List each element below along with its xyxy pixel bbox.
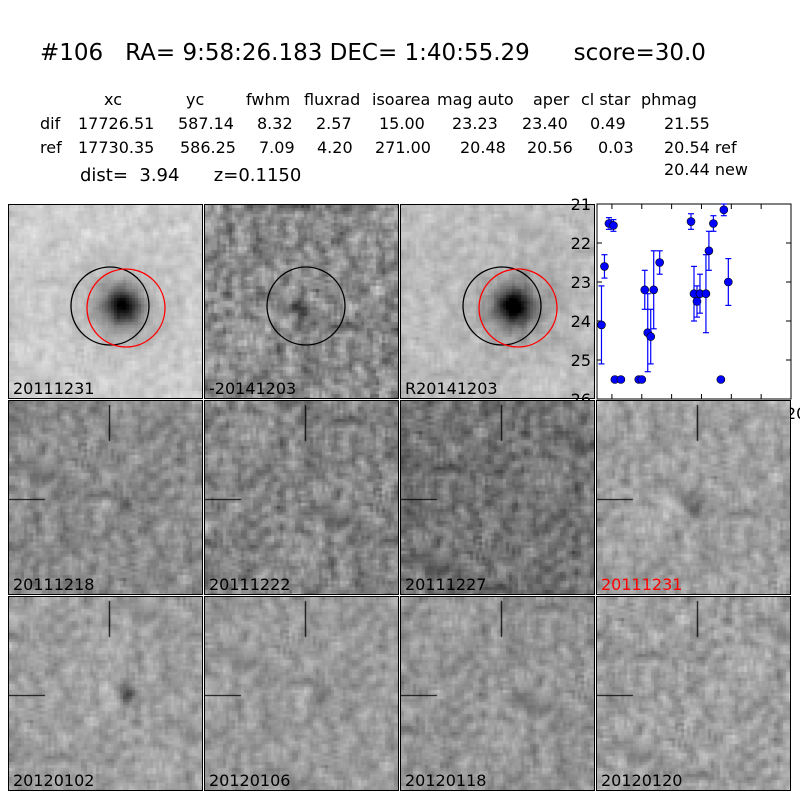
data-point (604, 219, 614, 228)
data-point (716, 375, 726, 384)
data-point (695, 289, 705, 299)
stamp-image (205, 401, 398, 594)
stamp-image (205, 205, 398, 398)
plot-area (596, 203, 792, 400)
col-header: isoarea (372, 90, 431, 109)
data-point (655, 258, 664, 267)
cell-value: 17730.35 (78, 138, 155, 157)
stamp-epoch-highlighted: 20111231 (596, 400, 791, 595)
col-header: phmag (641, 90, 697, 109)
red-circle (86, 268, 166, 348)
cell-value: 23.23 (452, 114, 498, 133)
stamp-label: 20111222 (209, 575, 291, 594)
col-header: yc (186, 90, 205, 109)
stamp-epoch: 20111222 (204, 400, 399, 595)
new-magnitude: 20.44 new (664, 160, 748, 179)
stamp-epoch: 20120120 (596, 596, 791, 791)
stamp-label: 20111227 (405, 575, 487, 594)
data-point (724, 277, 733, 287)
black-circle (266, 266, 346, 346)
cell-value: 17726.51 (78, 114, 155, 133)
col-header: aper (533, 90, 570, 109)
black-circle (462, 266, 542, 346)
data-point (689, 289, 699, 299)
stamp-image (401, 597, 594, 790)
stamp-label: 20111231 (601, 575, 683, 594)
cell-value: 20.54 ref (664, 138, 737, 157)
stamp-image (205, 597, 398, 790)
cell-value: 2.57 (316, 114, 352, 133)
data-point (597, 320, 606, 330)
cell-value: 8.32 (257, 114, 293, 133)
distance-redshift: dist= 3.94 z=0.1150 (80, 165, 302, 186)
cell-value: 23.40 (522, 114, 568, 133)
stamp-label: 20120120 (601, 771, 683, 790)
stamp-image (9, 597, 202, 790)
stamp-epoch: 20111218 (8, 400, 203, 595)
stamp-image (401, 205, 594, 398)
aperture-overlay (266, 266, 346, 346)
stamp-label: 20120106 (209, 771, 291, 790)
data-point (640, 285, 650, 295)
stamp-epoch: 20120118 (400, 596, 595, 791)
stamp-reference: 20111231 (8, 204, 203, 399)
data-point (649, 285, 659, 295)
data-point (600, 262, 609, 271)
aperture-overlay (70, 266, 166, 348)
data-point (686, 217, 696, 226)
data-point (704, 246, 714, 256)
stamp-epoch: 20111227 (400, 400, 595, 595)
cell-value: 0.03 (598, 138, 634, 157)
cell-value: 7.09 (259, 138, 295, 157)
col-header: xc (104, 90, 122, 109)
cell-value: 20.56 (527, 138, 573, 157)
col-header: cl star (581, 90, 631, 109)
row-label: ref (40, 138, 62, 157)
data-point (637, 375, 647, 384)
stamp-image (597, 401, 790, 594)
data-point (609, 221, 618, 230)
cell-value: 0.49 (590, 114, 626, 133)
stamp-new-reference: R20141203 (400, 204, 595, 399)
red-circle (478, 268, 558, 348)
stamp-label: R20141203 (405, 379, 498, 398)
stamp-label: 20120118 (405, 771, 487, 790)
cell-value: 586.25 (180, 138, 236, 157)
data-point (709, 219, 718, 228)
stamp-image (9, 401, 202, 594)
stamp-epoch: 20120102 (8, 596, 203, 791)
stamp-label: 20111231 (13, 379, 95, 398)
stamp-label: 20120102 (13, 771, 95, 790)
data-point (634, 375, 644, 384)
cell-value: 20.48 (460, 138, 506, 157)
stamp-difference: -20141203 (204, 204, 399, 399)
stamp-label: -20141203 (209, 379, 297, 398)
col-header: fwhm (246, 90, 291, 109)
stamp-image (9, 205, 202, 398)
data-point (616, 375, 626, 384)
data-point (719, 205, 729, 215)
col-header: mag auto (437, 90, 514, 109)
data-point (692, 297, 702, 306)
stamp-image (597, 597, 790, 790)
data-point (643, 328, 653, 338)
data-point (701, 289, 711, 299)
stamp-image (401, 401, 594, 594)
cell-value: 4.20 (317, 138, 353, 157)
stamp-epoch: 20120106 (204, 596, 399, 791)
col-header: fluxrad (304, 90, 361, 109)
aperture-overlay (462, 266, 558, 348)
data-point (610, 375, 620, 384)
data-point (646, 332, 656, 341)
black-circle (70, 266, 150, 346)
cell-value: 21.55 (664, 114, 710, 133)
stamp-label: 20111218 (13, 575, 95, 594)
cell-value: 271.00 (375, 138, 431, 157)
cell-value: 15.00 (379, 114, 425, 133)
candidate-title: #106 RA= 9:58:26.183 DEC= 1:40:55.29 sco… (40, 40, 706, 66)
row-label: dif (40, 114, 61, 133)
cell-value: 587.14 (178, 114, 234, 133)
